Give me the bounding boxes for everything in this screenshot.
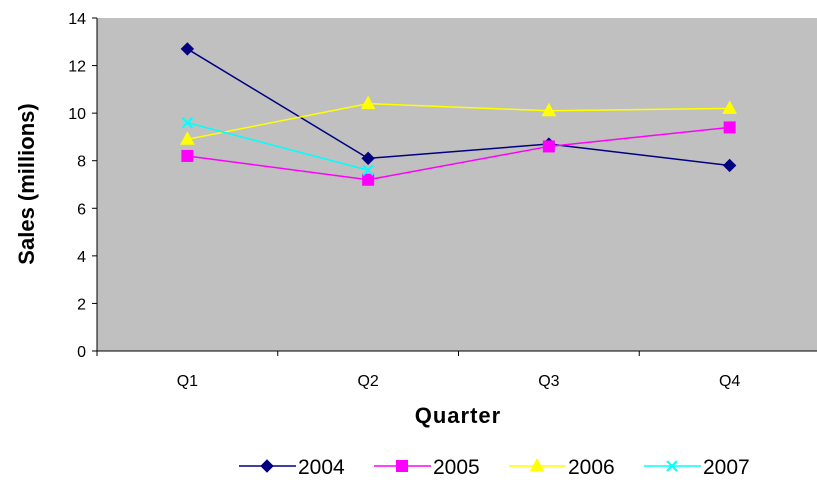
legend-marker	[666, 460, 678, 472]
legend-marker	[260, 459, 274, 473]
y-tick-label: 12	[68, 59, 86, 76]
data-point	[362, 164, 374, 176]
legend-label: 2005	[433, 456, 480, 479]
legend-marker	[529, 457, 545, 472]
legend-item: 2006	[509, 456, 615, 479]
data-point	[723, 121, 736, 134]
legend-marker	[396, 460, 408, 472]
y-axis-title: Sales (millions)	[14, 103, 39, 264]
legend-label: 2004	[298, 456, 345, 479]
data-point	[722, 100, 737, 114]
data-point	[362, 173, 375, 186]
x-tick-label: Q2	[357, 373, 378, 390]
legend-item: 2005	[374, 456, 480, 479]
legend: 2004 2005 2006 2007	[239, 456, 750, 479]
y-tick-label: 14	[68, 11, 86, 28]
y-tick-label: 0	[77, 344, 86, 361]
plot-area	[97, 18, 817, 351]
series-2005	[181, 121, 736, 186]
x-tick-label: Q1	[177, 373, 198, 390]
data-point	[542, 140, 555, 153]
series-line	[186, 48, 730, 167]
data-point	[181, 116, 194, 129]
y-tick-label: 8	[77, 154, 86, 171]
series-line	[187, 121, 369, 171]
x-axis-title: Quarter	[415, 403, 501, 428]
legend-item: 2004	[239, 456, 345, 479]
series-line	[187, 102, 730, 141]
x-tick-label: Q3	[538, 373, 559, 390]
series-layer	[180, 42, 737, 186]
data-point	[181, 149, 194, 162]
data-point	[541, 102, 557, 117]
y-tick-label: 10	[68, 106, 86, 123]
x-tick-label: Q4	[719, 373, 740, 390]
data-point	[361, 151, 375, 166]
y-axis: 0 2 4 6 8 10 12 14	[68, 11, 98, 361]
legend-label: 2006	[568, 456, 615, 479]
series-2007	[181, 116, 374, 176]
data-point	[180, 131, 195, 145]
y-tick-label: 2	[77, 296, 86, 313]
y-tick-label: 6	[77, 201, 86, 218]
series-2006	[180, 95, 737, 145]
legend-item: 2007	[644, 456, 750, 479]
data-point	[180, 42, 195, 56]
series-line	[187, 126, 730, 181]
y-tick-label: 4	[77, 249, 86, 266]
data-point	[360, 95, 376, 110]
x-axis: Q1 Q2 Q3 Q4	[96, 350, 817, 390]
data-point	[722, 158, 737, 173]
legend-label: 2007	[703, 456, 750, 479]
